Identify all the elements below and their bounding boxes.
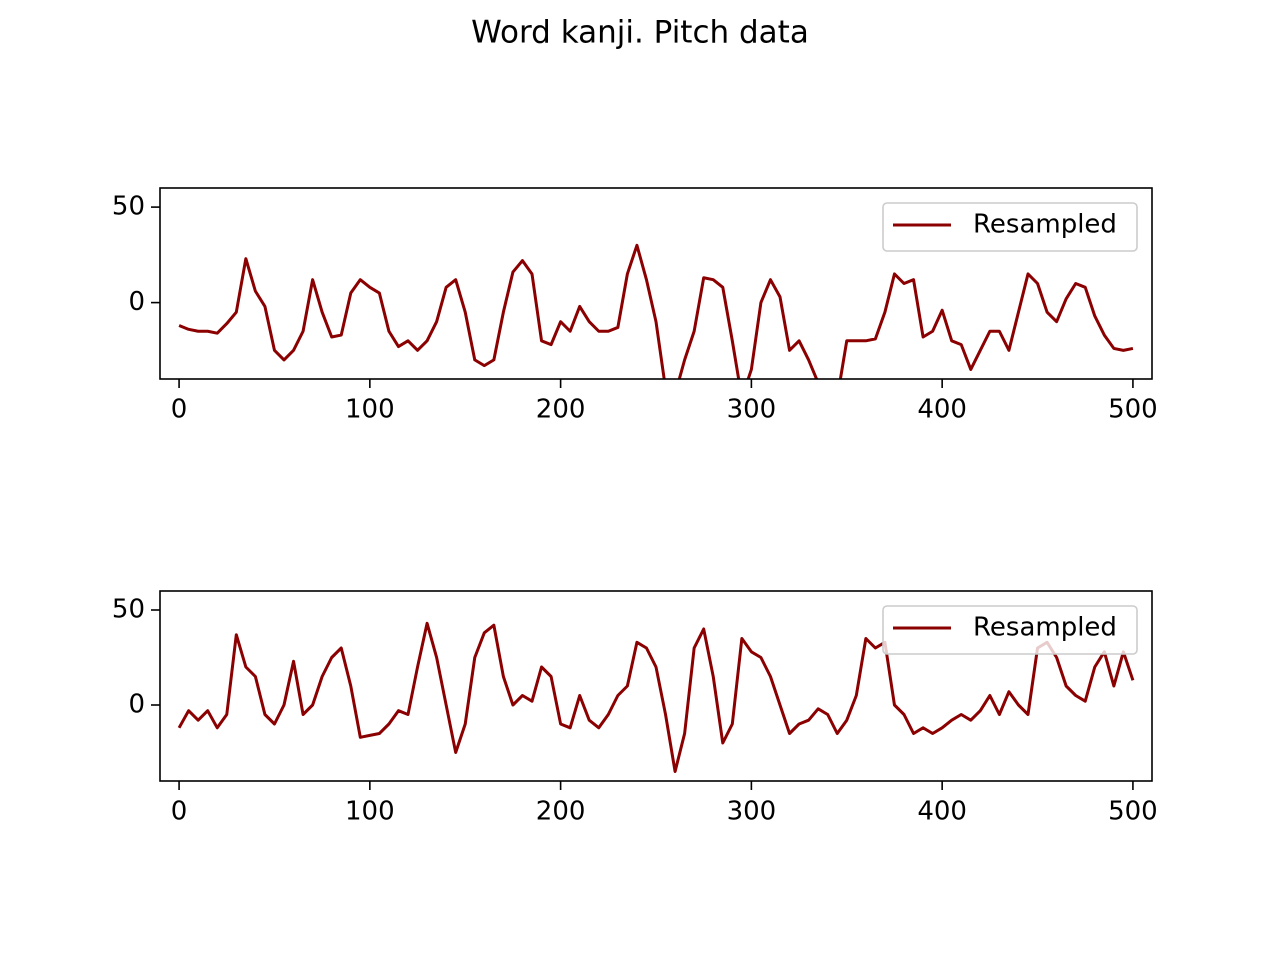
- y-tick-label: 0: [128, 690, 145, 720]
- x-tick-label: 500: [1108, 395, 1158, 425]
- x-tick-label: 200: [536, 797, 586, 827]
- data-line: [178, 243, 1134, 379]
- axes-frame: [159, 590, 1153, 782]
- x-tick-label: 100: [345, 797, 395, 827]
- data-line: [177, 621, 1135, 773]
- x-tick-label: 200: [536, 395, 586, 425]
- y-tick-label: 50: [112, 595, 145, 625]
- y-tick-label: 50: [112, 192, 145, 222]
- x-tick-label: 300: [727, 395, 777, 425]
- legend-box: [882, 605, 1138, 655]
- figure-title: Word kanji. Pitch data: [471, 15, 809, 51]
- x-tick-label: 0: [171, 797, 188, 827]
- x-tick-label: 0: [171, 395, 188, 425]
- axes-frame: [159, 187, 1153, 380]
- x-tick-label: 400: [917, 797, 967, 827]
- x-tick-label: 400: [917, 395, 967, 425]
- legend-label: Resampled: [973, 210, 1117, 240]
- x-tick-label: 300: [727, 797, 777, 827]
- x-tick-label: 500: [1108, 797, 1158, 827]
- x-tick-label: 100: [345, 395, 395, 425]
- legend-label: Resampled: [973, 613, 1117, 643]
- y-tick-label: 0: [128, 287, 145, 317]
- legend-box: [882, 202, 1138, 252]
